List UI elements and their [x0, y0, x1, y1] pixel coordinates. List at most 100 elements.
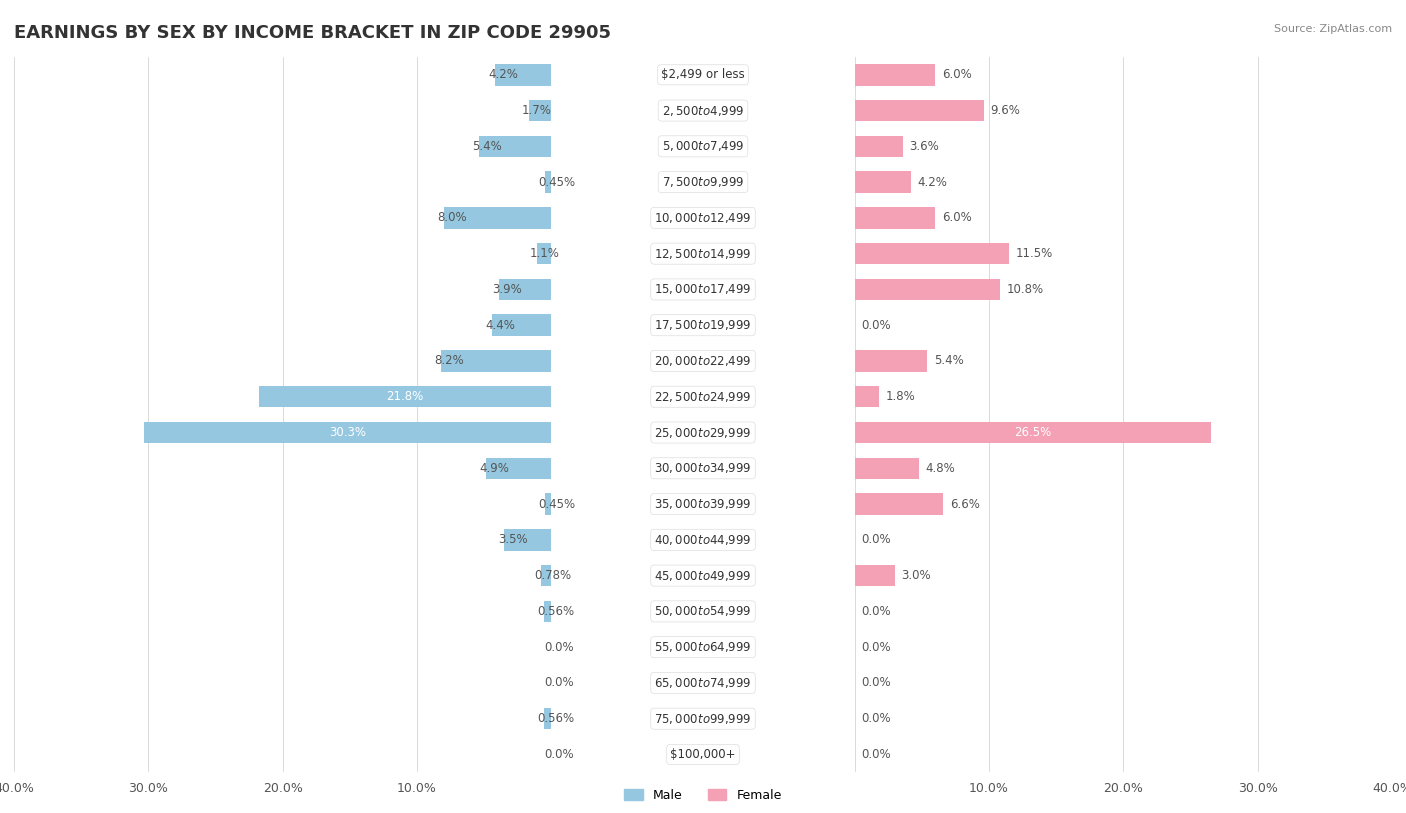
Text: $20,000 to $22,499: $20,000 to $22,499: [654, 354, 752, 368]
Text: 6.0%: 6.0%: [942, 68, 972, 81]
Bar: [0, 57, 551, 93]
Bar: [551, 486, 1406, 522]
Bar: [0, 450, 551, 486]
Bar: [0, 164, 855, 200]
Text: 0.0%: 0.0%: [544, 676, 574, 689]
Bar: [855, 565, 894, 586]
Text: 8.2%: 8.2%: [434, 354, 464, 367]
Text: 3.9%: 3.9%: [492, 283, 522, 296]
Text: $17,500 to $19,999: $17,500 to $19,999: [654, 318, 752, 333]
Bar: [492, 315, 551, 336]
Bar: [541, 565, 551, 586]
Bar: [0, 200, 855, 236]
Text: 0.56%: 0.56%: [537, 605, 574, 618]
Text: $45,000 to $49,999: $45,000 to $49,999: [654, 568, 752, 583]
Text: $5,000 to $7,499: $5,000 to $7,499: [662, 139, 744, 154]
Text: 5.4%: 5.4%: [472, 140, 502, 153]
Text: 0.0%: 0.0%: [862, 712, 891, 725]
Text: $22,500 to $24,999: $22,500 to $24,999: [654, 389, 752, 404]
Bar: [0, 701, 855, 737]
Bar: [0, 343, 855, 379]
Bar: [0, 93, 551, 128]
Bar: [0, 200, 551, 236]
Text: 9.6%: 9.6%: [990, 104, 1021, 117]
Bar: [551, 343, 1406, 379]
Text: $40,000 to $44,999: $40,000 to $44,999: [654, 533, 752, 547]
Bar: [0, 128, 551, 164]
Bar: [551, 629, 1406, 665]
Bar: [0, 272, 551, 307]
Bar: [0, 522, 551, 558]
Bar: [551, 272, 1406, 307]
Text: $30,000 to $34,999: $30,000 to $34,999: [654, 461, 752, 476]
Bar: [551, 236, 1406, 272]
Text: 0.78%: 0.78%: [534, 569, 571, 582]
Legend: Male, Female: Male, Female: [619, 784, 787, 806]
Text: 4.8%: 4.8%: [925, 462, 956, 475]
Text: 4.2%: 4.2%: [918, 176, 948, 189]
Bar: [551, 379, 1406, 415]
Text: 4.4%: 4.4%: [485, 319, 516, 332]
Text: $25,000 to $29,999: $25,000 to $29,999: [654, 425, 752, 440]
Bar: [441, 350, 551, 372]
Text: 0.0%: 0.0%: [544, 641, 574, 654]
Text: 3.6%: 3.6%: [910, 140, 939, 153]
Text: 10.8%: 10.8%: [1007, 283, 1043, 296]
Bar: [551, 57, 1406, 93]
Bar: [546, 172, 551, 193]
Bar: [0, 593, 551, 629]
Bar: [499, 279, 551, 300]
Bar: [855, 64, 935, 85]
Bar: [0, 629, 855, 665]
Bar: [855, 243, 1010, 264]
Bar: [0, 93, 855, 128]
Bar: [855, 279, 1000, 300]
Bar: [0, 236, 551, 272]
Bar: [551, 93, 1406, 128]
Text: 8.0%: 8.0%: [437, 211, 467, 224]
Text: 30.3%: 30.3%: [329, 426, 367, 439]
Bar: [551, 522, 1406, 558]
Bar: [0, 379, 551, 415]
Text: $15,000 to $17,499: $15,000 to $17,499: [654, 282, 752, 297]
Bar: [0, 343, 551, 379]
Bar: [0, 415, 855, 450]
Text: 26.5%: 26.5%: [1014, 426, 1052, 439]
Bar: [444, 207, 551, 228]
Text: 0.45%: 0.45%: [538, 176, 576, 189]
Bar: [0, 558, 551, 593]
Bar: [551, 737, 1406, 772]
Bar: [0, 307, 551, 343]
Bar: [855, 458, 920, 479]
Text: $75,000 to $99,999: $75,000 to $99,999: [654, 711, 752, 726]
Text: $35,000 to $39,999: $35,000 to $39,999: [654, 497, 752, 511]
Bar: [855, 172, 911, 193]
Text: 0.0%: 0.0%: [862, 605, 891, 618]
Text: 4.9%: 4.9%: [479, 462, 509, 475]
Text: $12,500 to $14,999: $12,500 to $14,999: [654, 246, 752, 261]
Bar: [855, 422, 1211, 443]
Text: 0.0%: 0.0%: [862, 676, 891, 689]
Text: 0.0%: 0.0%: [862, 641, 891, 654]
Bar: [0, 128, 855, 164]
Bar: [551, 665, 1406, 701]
Bar: [551, 200, 1406, 236]
Text: 0.56%: 0.56%: [537, 712, 574, 725]
Bar: [0, 307, 855, 343]
Bar: [0, 379, 855, 415]
Text: 6.0%: 6.0%: [942, 211, 972, 224]
Text: 0.45%: 0.45%: [538, 498, 576, 511]
Bar: [485, 458, 551, 479]
Text: 0.0%: 0.0%: [862, 748, 891, 761]
Text: 3.5%: 3.5%: [498, 533, 527, 546]
Bar: [544, 601, 551, 622]
Bar: [855, 350, 927, 372]
Bar: [0, 558, 855, 593]
Bar: [505, 529, 551, 550]
Bar: [495, 64, 551, 85]
Bar: [855, 493, 943, 515]
Bar: [0, 486, 551, 522]
Bar: [546, 493, 551, 515]
Bar: [855, 136, 903, 157]
Text: 1.7%: 1.7%: [522, 104, 551, 117]
